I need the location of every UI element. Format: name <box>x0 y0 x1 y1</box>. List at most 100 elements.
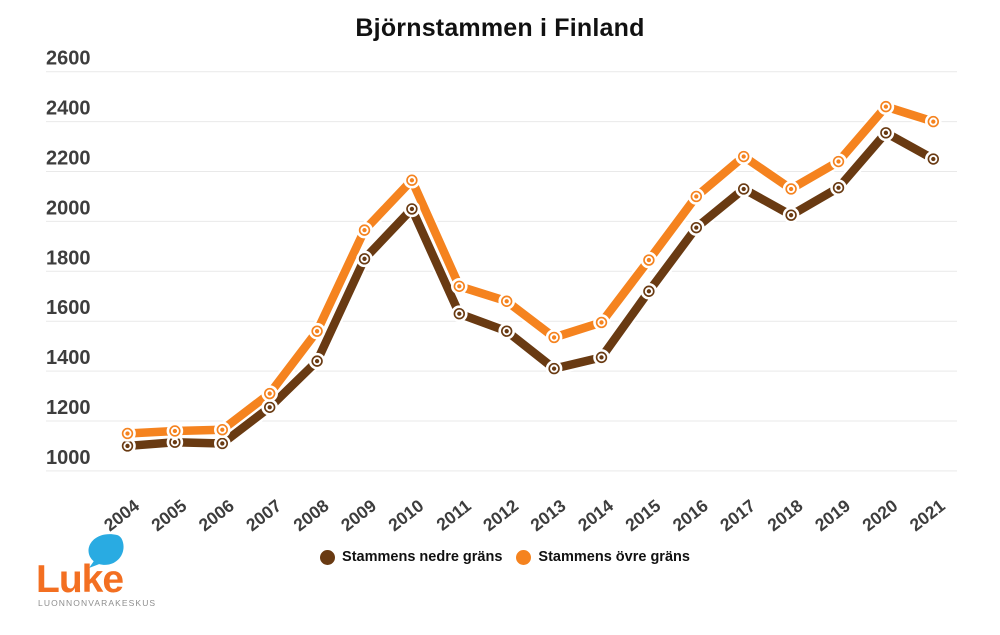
data-point-inner-ring <box>881 102 890 111</box>
series-line-casing <box>121 100 940 440</box>
legend-dot-icon <box>516 549 532 565</box>
legend-dot-icon <box>320 549 336 565</box>
data-point <box>450 305 468 323</box>
data-point <box>924 150 942 168</box>
data-point <box>450 277 468 295</box>
series-line <box>123 102 938 438</box>
data-point-inner-ring <box>929 117 938 126</box>
data-point-inner-ring <box>787 211 796 220</box>
data-point-inner-ring <box>929 154 938 164</box>
data-point-inner-ring <box>644 256 653 265</box>
data-point-inner-ring <box>123 441 132 451</box>
y-axis-tick-label: 2000 <box>46 197 91 219</box>
legend-label: Stammens övre gräns <box>538 549 690 565</box>
x-axis-tick-label: 2014 <box>574 495 617 535</box>
data-point <box>687 219 705 236</box>
data-point-inner-ring <box>123 429 132 438</box>
x-axis-tick-label: 2010 <box>384 495 427 535</box>
data-point-inner-ring <box>834 157 843 166</box>
y-axis-tick-label: 1000 <box>46 447 91 469</box>
x-axis-tick-label: 2005 <box>147 495 190 535</box>
legend-label: Stammens nedre gräns <box>342 549 503 565</box>
data-point <box>735 148 753 165</box>
data-point-inner-ring <box>360 226 369 235</box>
y-axis-tick-label: 2600 <box>46 48 91 70</box>
data-point-inner-ring <box>550 333 559 342</box>
data-point <box>261 385 279 402</box>
luke-logo-text: Luke <box>36 558 124 601</box>
data-point <box>403 200 421 218</box>
data-point-inner-ring <box>313 357 322 366</box>
chart-title: Björnstammen i Finland <box>355 14 645 42</box>
data-point-inner-ring <box>407 204 416 213</box>
data-point-inner-ring <box>597 318 606 327</box>
data-point <box>640 282 658 300</box>
data-point <box>640 251 658 269</box>
x-axis-tick-label: 2016 <box>669 495 712 535</box>
data-point-inner-ring <box>360 254 369 263</box>
data-point <box>308 352 326 370</box>
data-point <box>498 322 516 340</box>
data-point-inner-ring <box>787 184 796 194</box>
legend-item: Stammens övre gräns <box>516 549 690 565</box>
y-axis-tick-label: 2400 <box>46 98 91 120</box>
chart-legend: Stammens nedre gräns Stammens övre gräns <box>160 549 850 565</box>
data-point <box>214 435 231 452</box>
data-point <box>782 206 800 224</box>
data-point-inner-ring <box>170 426 179 436</box>
x-axis-tick-label: 2012 <box>479 495 522 535</box>
y-axis-tick-label: 1200 <box>46 397 91 419</box>
data-point <box>924 113 942 130</box>
data-point <box>356 221 373 239</box>
data-point <box>166 422 184 440</box>
data-point <box>214 421 231 439</box>
data-point-inner-ring <box>218 425 227 434</box>
data-point <box>545 360 563 377</box>
data-point-inner-ring <box>739 184 748 194</box>
legend-item: Stammens nedre gräns <box>320 549 502 565</box>
data-point-inner-ring <box>455 282 464 291</box>
data-point <box>735 180 753 198</box>
x-axis-tick-label: 2006 <box>195 495 238 535</box>
x-axis-tick-label: 2021 <box>906 495 949 535</box>
data-point <box>356 250 373 268</box>
series-line <box>123 128 938 451</box>
y-axis-tick-label: 1600 <box>46 297 91 319</box>
data-point-inner-ring <box>739 152 748 161</box>
luke-leaf-icon <box>88 534 124 568</box>
data-point <box>261 398 279 416</box>
data-point-inner-ring <box>834 183 843 192</box>
data-point <box>782 180 800 198</box>
data-point <box>308 322 326 340</box>
data-point <box>119 425 136 442</box>
data-point <box>687 188 705 205</box>
data-point-inner-ring <box>218 439 227 448</box>
x-axis-tick-label: 2019 <box>811 495 854 535</box>
y-axis-tick-label: 1800 <box>46 247 91 269</box>
luke-logo: Luke LUONNONVARAKESKUS <box>36 534 166 614</box>
data-point-inner-ring <box>502 297 511 306</box>
data-point-inner-ring <box>692 223 701 232</box>
y-axis-tick-label: 2200 <box>46 148 91 170</box>
x-axis-tick-label: 2008 <box>290 495 333 535</box>
data-point-inner-ring <box>455 309 464 318</box>
x-axis-tick-label: 2011 <box>433 495 475 534</box>
data-point-inner-ring <box>502 327 511 336</box>
luke-logo-tagline: LUONNONVARAKESKUS <box>38 598 157 608</box>
data-point <box>877 124 895 142</box>
data-point-inner-ring <box>644 287 653 296</box>
x-axis-tick-label: 2020 <box>858 495 901 535</box>
x-axis-tick-label: 2009 <box>337 495 380 535</box>
data-point-inner-ring <box>597 353 606 362</box>
data-point-inner-ring <box>881 128 890 137</box>
data-point-inner-ring <box>313 327 322 336</box>
data-point <box>830 153 847 170</box>
data-point <box>498 292 516 310</box>
data-point-inner-ring <box>550 364 559 373</box>
data-point-inner-ring <box>692 192 701 201</box>
x-axis-tick-label: 2018 <box>764 495 807 535</box>
x-axis-tick-label: 2015 <box>621 495 664 535</box>
x-axis-tick-label: 2017 <box>716 495 759 535</box>
x-axis-tick-label: 2013 <box>527 495 570 535</box>
